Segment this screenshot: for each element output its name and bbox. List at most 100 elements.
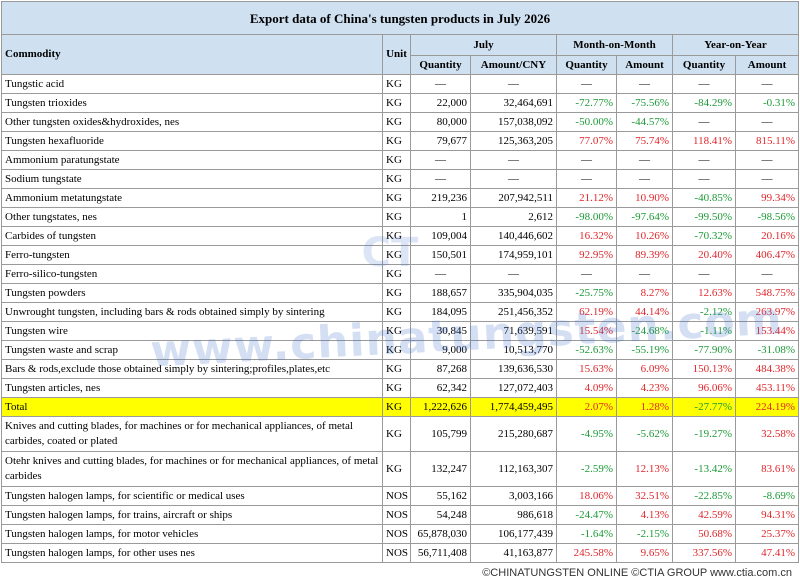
table-row: Otehr knives and cutting blades, for mac… <box>1 451 800 487</box>
july-amount-cell: 41,163,877 <box>470 543 557 563</box>
yoy-quantity-cell: — <box>672 264 736 284</box>
commodity-cell: Tungsten wire <box>1 321 383 341</box>
yoy-amount-cell: — <box>734 112 800 132</box>
yoy-quantity-cell: 96.06% <box>672 378 736 398</box>
unit-cell: KG <box>382 150 411 170</box>
july-quantity-cell: 79,677 <box>410 131 471 151</box>
unit-cell: KG <box>382 74 411 94</box>
mom-amount-cell: 9.65% <box>616 543 673 563</box>
mom-amount-cell: -5.62% <box>616 416 673 452</box>
july-quantity-cell: 219,236 <box>410 188 471 208</box>
mom-amount-cell: 4.23% <box>616 378 673 398</box>
yoy-amount-cell: — <box>734 264 800 284</box>
unit-cell: KG <box>382 245 411 265</box>
july-quantity-cell: 150,501 <box>410 245 471 265</box>
july-quantity-cell: 9,000 <box>410 340 471 360</box>
mom-quantity-cell: — <box>556 150 617 170</box>
mom-quantity-cell: — <box>556 264 617 284</box>
commodity-cell: Otehr knives and cutting blades, for mac… <box>1 451 383 487</box>
yoy-amount-cell: 153.44% <box>734 321 800 341</box>
july-amount-cell: 1,774,459,495 <box>470 397 557 417</box>
july-quantity-cell: 65,878,030 <box>410 524 471 544</box>
july-amount-cell: 125,363,205 <box>470 131 557 151</box>
mom-amount-cell: 44.14% <box>616 302 673 322</box>
unit-cell: KG <box>382 340 411 360</box>
yoy-quantity-cell: -27.77% <box>672 397 736 417</box>
unit-cell: KG <box>382 188 411 208</box>
mom-amount-cell: -2.15% <box>616 524 673 544</box>
header-mom-amount: Amount <box>616 55 673 75</box>
yoy-amount-cell: — <box>734 150 800 170</box>
july-quantity-cell: 1,222,626 <box>410 397 471 417</box>
yoy-quantity-cell: — <box>672 169 736 189</box>
july-quantity-cell: 184,095 <box>410 302 471 322</box>
table-row: Tungsten trioxides KG 22,000 32,464,691 -72.… <box>1 93 800 113</box>
mom-amount-cell: 10.90% <box>616 188 673 208</box>
mom-quantity-cell: -98.00% <box>556 207 617 227</box>
mom-amount-cell: -75.56% <box>616 93 673 113</box>
total-row: Total KG 1,222,626 1,774,459,495 2.07% 1.28% -… <box>1 397 800 417</box>
yoy-amount-cell: 32.58% <box>734 416 800 452</box>
july-amount-cell: 140,446,602 <box>470 226 557 246</box>
header-mom-quantity: Quantity <box>556 55 617 75</box>
yoy-amount-cell: — <box>734 169 800 189</box>
july-amount-cell: 3,003,166 <box>470 486 557 506</box>
mom-quantity-cell: 4.09% <box>556 378 617 398</box>
yoy-amount-cell: 453.11% <box>734 378 800 398</box>
commodity-cell: Tungsten hexafluoride <box>1 131 383 151</box>
july-quantity-cell: 1 <box>410 207 471 227</box>
july-quantity-cell: — <box>410 264 471 284</box>
mom-amount-cell: 75.74% <box>616 131 673 151</box>
commodity-cell: Tungsten halogen lamps, for other uses n… <box>1 543 383 563</box>
yoy-amount-cell: -8.69% <box>734 486 800 506</box>
yoy-quantity-cell: 118.41% <box>672 131 736 151</box>
table-row: Ammonium metatungstate KG 219,236 207,942,5… <box>1 188 800 208</box>
unit-cell: KG <box>382 397 411 417</box>
july-amount-cell: 2,612 <box>470 207 557 227</box>
mom-quantity-cell: 62.19% <box>556 302 617 322</box>
commodity-cell: Tungsten powders <box>1 283 383 303</box>
mom-amount-cell: -97.64% <box>616 207 673 227</box>
commodity-cell: Carbides of tungsten <box>1 226 383 246</box>
july-amount-cell: 112,163,307 <box>470 451 557 487</box>
july-amount-cell: 139,636,530 <box>470 359 557 379</box>
commodity-cell: Knives and cutting blades, for machines … <box>1 416 383 452</box>
yoy-amount-cell: 406.47% <box>734 245 800 265</box>
table-row: Other tungstates, nes KG 1 2,612 -98.00% -97.… <box>1 207 800 227</box>
july-amount-cell: — <box>470 150 557 170</box>
july-amount-cell: 207,942,511 <box>470 188 557 208</box>
unit-cell: KG <box>382 207 411 227</box>
july-quantity-cell: 54,248 <box>410 505 471 525</box>
july-quantity-cell: 105,799 <box>410 416 471 452</box>
header-july-amount: Amount/CNY <box>470 55 557 75</box>
unit-cell: KG <box>382 321 411 341</box>
table-row: Bars & rods,exclude those obtained simpl… <box>1 359 800 379</box>
table-title: Export data of China's tungsten products… <box>0 1 800 35</box>
yoy-quantity-cell: — <box>672 150 736 170</box>
july-quantity-cell: 62,342 <box>410 378 471 398</box>
yoy-quantity-cell: -40.85% <box>672 188 736 208</box>
july-quantity-cell: 80,000 <box>410 112 471 132</box>
commodity-cell: Ferro-silico-tungsten <box>1 264 383 284</box>
mom-amount-cell: -44.57% <box>616 112 673 132</box>
july-amount-cell: — <box>470 169 557 189</box>
mom-quantity-cell: -24.47% <box>556 505 617 525</box>
mom-amount-cell: -24.68% <box>616 321 673 341</box>
export-data-table: Export data of China's tungsten products… <box>0 1 800 563</box>
yoy-amount-cell: 99.34% <box>734 188 800 208</box>
july-amount-cell: 106,177,439 <box>470 524 557 544</box>
yoy-quantity-cell: -13.42% <box>672 451 736 487</box>
yoy-quantity-cell: 150.13% <box>672 359 736 379</box>
july-quantity-cell: — <box>410 169 471 189</box>
table-row: Carbides of tungsten KG 109,004 140,446,602… <box>1 226 800 246</box>
unit-cell: KG <box>382 264 411 284</box>
table-row: Unwrought tungsten, including bars & rod… <box>1 302 800 322</box>
july-amount-cell: 71,639,591 <box>470 321 557 341</box>
commodity-cell: Ammonium metatungstate <box>1 188 383 208</box>
commodity-cell: Other tungsten oxides&hydroxides, nes <box>1 112 383 132</box>
yoy-quantity-cell: -99.50% <box>672 207 736 227</box>
unit-cell: KG <box>382 451 411 487</box>
commodity-cell: Tungsten articles, nes <box>1 378 383 398</box>
commodity-cell: Tungsten waste and scrap <box>1 340 383 360</box>
